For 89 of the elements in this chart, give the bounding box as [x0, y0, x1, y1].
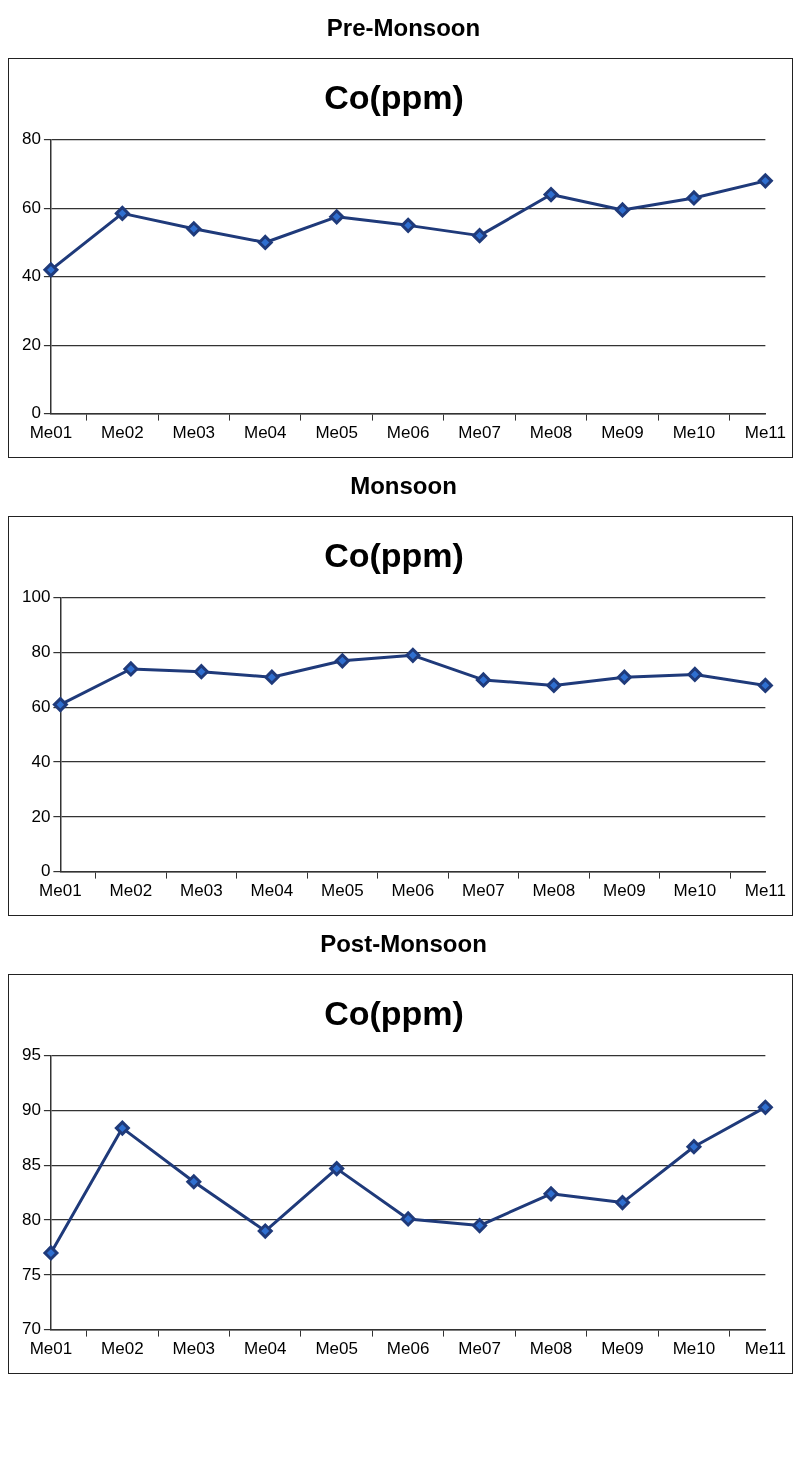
- x-tick-label: Me02: [101, 423, 144, 443]
- x-tick-label: Me04: [243, 1339, 287, 1359]
- x-tick-label: Me05: [315, 423, 358, 443]
- x-tick-label: Me06: [386, 423, 430, 443]
- point: [686, 1139, 702, 1155]
- point: [329, 209, 345, 225]
- point: [472, 228, 488, 244]
- x-tick-label: Me09: [603, 881, 646, 901]
- y-tick-label: 75: [21, 1264, 41, 1284]
- y-tick-label: 100: [21, 587, 51, 607]
- x-tick-label: Me10: [672, 423, 716, 443]
- x-tick-label: Me06: [391, 881, 435, 901]
- point: [193, 664, 209, 680]
- chart-title: Post-Monsoon: [319, 930, 488, 958]
- y-tick-label: 80: [31, 642, 51, 662]
- y-tick-label: 85: [21, 1155, 41, 1175]
- y-tick-label: 40: [31, 751, 51, 771]
- point: [186, 1174, 202, 1190]
- point: [334, 653, 350, 669]
- x-tick-label: Me01: [29, 1339, 73, 1359]
- x-tick-label: Me11: [744, 423, 786, 443]
- point: [546, 677, 562, 693]
- point: [43, 262, 59, 278]
- point: [123, 661, 139, 677]
- x-tick-label: Me03: [172, 423, 216, 443]
- point: [757, 677, 773, 693]
- x-tick-label: Me07: [458, 423, 501, 443]
- x-tick-label: Me02: [101, 1339, 144, 1359]
- x-tick-label: Me04: [243, 423, 287, 443]
- x-tick-label: Me08: [529, 423, 573, 443]
- chart-subtitle: Co(ppm): [324, 77, 464, 116]
- y-tick-label: 80: [21, 1209, 41, 1229]
- x-tick-label: Me08: [529, 1339, 573, 1359]
- point: [114, 205, 130, 221]
- point: [543, 1186, 559, 1202]
- x-tick-label: Me07: [458, 1339, 501, 1359]
- x-tick-label: Me02: [109, 881, 153, 901]
- x-tick-label: Me05: [315, 1339, 358, 1359]
- x-tick-label: Me10: [672, 1339, 716, 1359]
- y-tick-label: 60: [31, 697, 51, 717]
- point: [614, 1195, 630, 1211]
- y-tick-label: 0: [31, 403, 41, 423]
- point: [757, 173, 773, 189]
- x-tick-label: Me11: [744, 881, 786, 901]
- x-tick-label: Me01: [39, 881, 82, 901]
- point: [329, 1161, 345, 1177]
- point: [400, 217, 416, 233]
- point: [43, 1245, 59, 1261]
- chart-subtitle: Co(ppm): [324, 993, 464, 1032]
- chart-title: Monsoon: [349, 472, 458, 500]
- x-tick-label: Me03: [180, 881, 223, 901]
- point: [264, 669, 280, 685]
- y-tick-label: 20: [31, 806, 51, 826]
- point: [257, 234, 273, 250]
- y-tick-label: 0: [40, 861, 51, 881]
- x-tick-label: Me09: [601, 1339, 644, 1359]
- y-tick-label: 40: [21, 266, 41, 286]
- x-tick-label: Me11: [744, 1339, 786, 1359]
- point: [52, 697, 68, 713]
- point: [472, 1218, 488, 1234]
- x-tick-label: Me03: [172, 1339, 216, 1359]
- point: [475, 672, 491, 688]
- x-tick-label: Me06: [386, 1339, 430, 1359]
- point: [114, 1120, 130, 1136]
- x-tick-label: Me04: [250, 881, 294, 901]
- point: [616, 669, 632, 685]
- point: [257, 1223, 273, 1239]
- chart-subtitle: Co(ppm): [324, 535, 464, 574]
- y-tick-label: 90: [21, 1100, 41, 1120]
- x-tick-label: Me01: [29, 423, 73, 443]
- x-tick-label: Me05: [321, 881, 364, 901]
- y-tick-label: 70: [21, 1319, 41, 1339]
- point: [186, 221, 202, 237]
- chart-title: Pre-Monsoon: [325, 14, 482, 42]
- point: [757, 1099, 773, 1115]
- y-tick-label: 95: [21, 1045, 41, 1065]
- point: [614, 202, 630, 218]
- point: [405, 647, 421, 663]
- y-tick-label: 60: [21, 197, 41, 217]
- point: [686, 190, 702, 206]
- x-tick-label: Me08: [532, 881, 576, 901]
- x-tick-label: Me10: [673, 881, 717, 901]
- y-tick-label: 20: [21, 334, 41, 354]
- point: [543, 187, 559, 203]
- y-tick-label: 80: [21, 129, 41, 149]
- x-tick-label: Me07: [462, 881, 505, 901]
- x-tick-label: Me09: [601, 423, 644, 443]
- point: [687, 666, 703, 682]
- point: [400, 1211, 416, 1227]
